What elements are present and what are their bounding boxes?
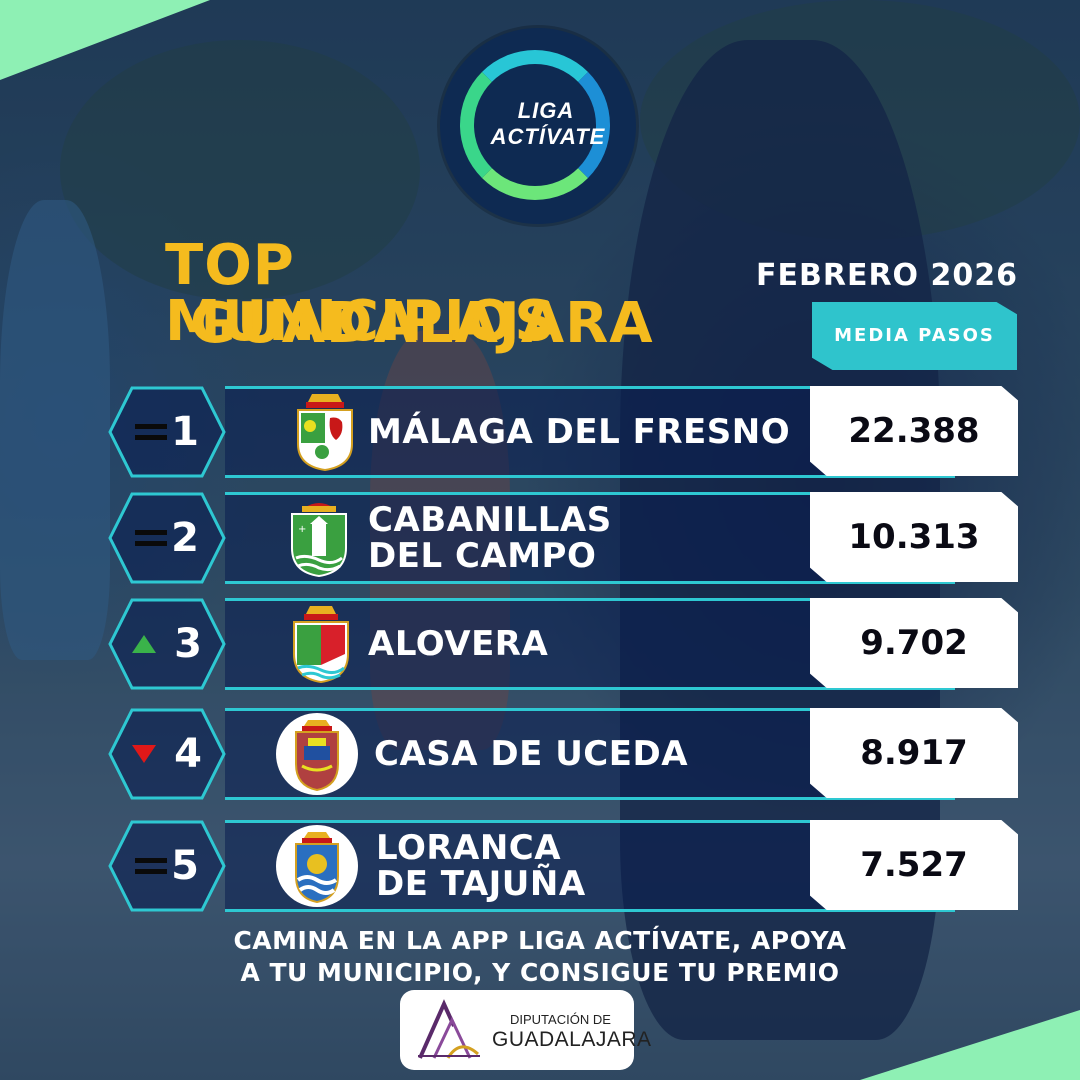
cabanillas-del-campo-crest-icon: + (291, 503, 347, 578)
corner-decoration-bottom-right (860, 1010, 1080, 1080)
municipality-name-line1: LORANCA (376, 828, 562, 868)
municipality-name-line2: DEL CAMPO (368, 536, 597, 576)
logo-line2: ACTÍVATE (490, 124, 606, 149)
ranking-row: 1 MÁLAGA DEL FRESNO 22.388 (0, 386, 1080, 482)
municipality-name: CABANILLAS DEL CAMPO (368, 492, 808, 584)
ranking-row: 4 CASA DE UCEDA 8.917 (0, 708, 1080, 804)
sponsor-line1: DIPUTACIÓN DE (510, 1012, 611, 1027)
municipality-name-line1: MÁLAGA DEL FRESNO (368, 412, 791, 452)
loranca-de-tajuna-crest-icon (295, 832, 339, 904)
arrow-down-icon (132, 745, 157, 763)
ranking-row: 5 LORANCA DE TAJUÑA 7.527 (0, 820, 1080, 916)
rank-box (108, 820, 226, 912)
equals-icon (135, 858, 168, 874)
average-steps-value: 22.388 (810, 386, 1018, 476)
equals-icon (135, 530, 168, 546)
alovera-crest-icon (293, 606, 349, 684)
casa-de-uceda-crest-icon (295, 720, 339, 792)
call-to-action-line2: A TU MUNICIPIO, Y CONSIGUE TU PREMIO (240, 958, 840, 987)
arrow-up-icon (132, 635, 157, 653)
rank-cell: 2 (108, 492, 226, 584)
rank-number: 4 (174, 731, 202, 777)
logo-line1: LIGA (517, 98, 575, 123)
municipality-name: ALOVERA (368, 598, 808, 690)
rank-number: 3 (174, 621, 202, 667)
equals-icon (135, 424, 168, 440)
average-steps-value: 7.527 (810, 820, 1018, 910)
rank-number: 2 (171, 515, 199, 561)
diputacion-emblem-icon (418, 999, 480, 1059)
rank-cell: 4 (108, 708, 226, 800)
sponsor-line2: GUADALAJARA (492, 1028, 652, 1051)
corner-decoration-top-left (0, 0, 210, 80)
municipality-name-line1: ALOVERA (368, 624, 549, 664)
ranking-row: 3 ALOVERA 9.702 (0, 598, 1080, 694)
diputacion-logo: DIPUTACIÓN DE GUADALAJARA (400, 990, 651, 1070)
rank-box (108, 708, 226, 800)
municipality-name-line2: DE TAJUÑA (376, 864, 586, 904)
municipality-name: MÁLAGA DEL FRESNO (368, 386, 808, 478)
title-line2: GUADALAJARA (190, 291, 654, 356)
municipality-name: CASA DE UCEDA (374, 708, 814, 800)
rank-box (108, 598, 226, 690)
municipality-name: LORANCA DE TAJUÑA (376, 820, 816, 912)
rank-cell: 1 (108, 386, 226, 478)
call-to-action-line1: CAMINA EN LA APP LIGA ACTÍVATE, APOYA (233, 926, 847, 955)
month-label: FEBRERO 2026 (756, 258, 1018, 293)
rank-box (108, 492, 226, 584)
average-steps-value: 9.702 (810, 598, 1018, 688)
title-line1: TOP MUNICIPIOS (165, 233, 556, 354)
rank-box (108, 386, 226, 478)
malaga-del-fresno-crest-icon (297, 394, 353, 472)
svg-text:+: + (298, 524, 306, 535)
rank-cell: 3 (108, 598, 226, 690)
average-steps-value: 8.917 (810, 708, 1018, 798)
rank-cell: 5 (108, 820, 226, 912)
rank-number: 1 (171, 409, 199, 455)
metric-label-badge: MEDIA PASOS (812, 302, 1017, 370)
municipality-name-line1: CASA DE UCEDA (374, 734, 689, 774)
municipality-name-line1: CABANILLAS (368, 500, 612, 540)
rank-number: 5 (171, 843, 199, 889)
ranking-row: 2 + CABANILLAS DEL CAMPO 10.313 (0, 492, 1080, 588)
average-steps-value: 10.313 (810, 492, 1018, 582)
liga-activate-logo: LIGA ACTÍVATE (440, 28, 636, 224)
